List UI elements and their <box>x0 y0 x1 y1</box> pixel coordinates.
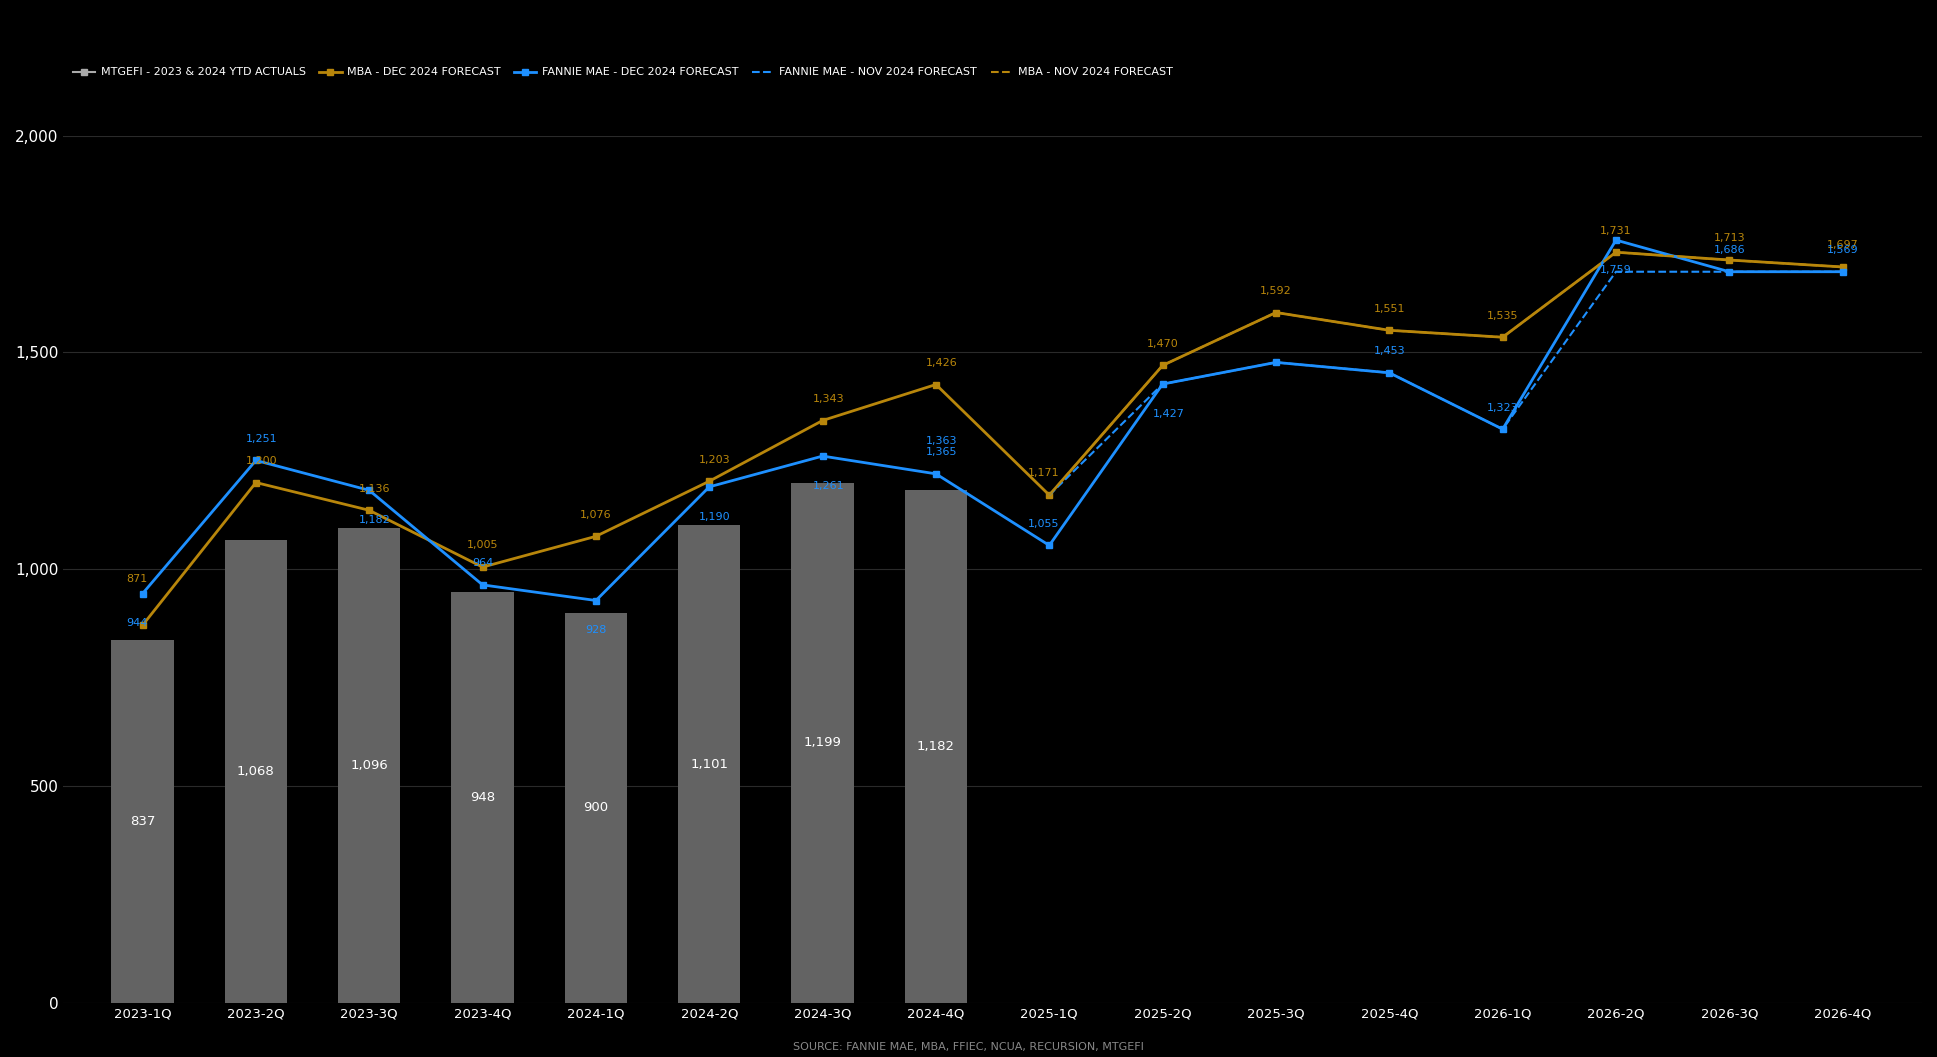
Text: 1,592: 1,592 <box>1261 285 1292 296</box>
Text: 1,427: 1,427 <box>1153 409 1184 419</box>
Text: 1,535: 1,535 <box>1488 311 1519 320</box>
Text: 964: 964 <box>473 558 494 569</box>
Bar <box>905 490 967 1003</box>
Legend: MTGEFI - 2023 & 2024 YTD ACTUALS, MBA - DEC 2024 FORECAST, FANNIE MAE - DEC 2024: MTGEFI - 2023 & 2024 YTD ACTUALS, MBA - … <box>70 63 1178 82</box>
Text: 1,569: 1,569 <box>1827 245 1858 255</box>
Bar <box>112 639 174 1003</box>
Text: 944: 944 <box>126 618 147 628</box>
Text: 1,005: 1,005 <box>467 540 498 551</box>
Bar <box>566 613 628 1003</box>
Text: 948: 948 <box>471 791 496 804</box>
Text: 1,470: 1,470 <box>1147 338 1178 349</box>
Text: 1,182: 1,182 <box>358 515 391 525</box>
Bar <box>339 527 401 1003</box>
Text: 1,190: 1,190 <box>699 512 730 521</box>
Text: SOURCE: FANNIE MAE, MBA, FFIEC, NCUA, RECURSION, MTGEFI: SOURCE: FANNIE MAE, MBA, FFIEC, NCUA, RE… <box>792 1042 1145 1052</box>
Text: 1,171: 1,171 <box>1029 468 1060 479</box>
Text: 1,343: 1,343 <box>812 394 845 404</box>
Text: 1,759: 1,759 <box>1600 265 1631 275</box>
Text: 1,551: 1,551 <box>1373 303 1404 314</box>
Text: 1,096: 1,096 <box>351 759 387 772</box>
Text: 928: 928 <box>585 626 606 635</box>
Bar <box>451 592 513 1003</box>
Text: 1,731: 1,731 <box>1600 225 1631 236</box>
Bar <box>792 483 854 1003</box>
Text: 1,182: 1,182 <box>916 740 955 754</box>
Text: 1,068: 1,068 <box>236 765 275 778</box>
Text: 1,251: 1,251 <box>246 433 277 444</box>
Text: 1,200: 1,200 <box>246 456 277 466</box>
Bar <box>678 525 740 1003</box>
Text: 1,199: 1,199 <box>804 737 841 749</box>
Bar <box>225 540 287 1003</box>
Text: 1,136: 1,136 <box>358 484 391 494</box>
Text: 1,686: 1,686 <box>1714 245 1745 255</box>
Text: 1,363
1,365: 1,363 1,365 <box>926 435 957 458</box>
Text: 1,076: 1,076 <box>579 509 612 520</box>
Text: 1,426: 1,426 <box>926 358 957 368</box>
Text: 900: 900 <box>583 801 608 814</box>
Text: 1,203: 1,203 <box>699 455 730 465</box>
Text: 871: 871 <box>126 574 147 583</box>
Text: 1,055: 1,055 <box>1029 519 1060 528</box>
Text: 1,697: 1,697 <box>1827 240 1858 251</box>
Text: 1,713: 1,713 <box>1714 234 1745 243</box>
Text: 1,101: 1,101 <box>690 758 728 771</box>
Text: 1,323: 1,323 <box>1488 403 1519 412</box>
Text: 1,261: 1,261 <box>812 481 845 490</box>
Text: 1,453: 1,453 <box>1373 346 1404 356</box>
Text: 837: 837 <box>130 815 155 828</box>
